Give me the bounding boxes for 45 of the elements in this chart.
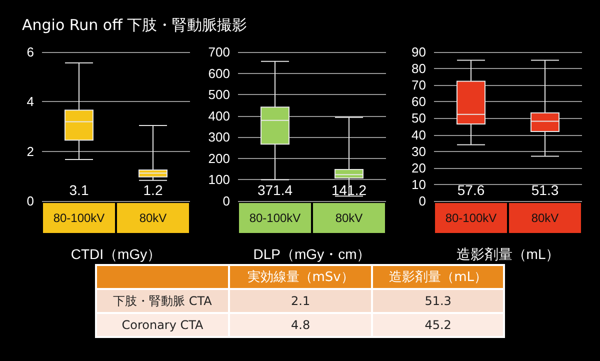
y-tick-label: 0 [222, 194, 230, 208]
annotation: 3.1 [69, 182, 89, 198]
y-tick-label: 300 [208, 130, 230, 145]
y-tick-label: 2 [26, 144, 34, 159]
y-tick-label: 50 [412, 110, 426, 126]
y-tick-label: 90 [412, 44, 426, 60]
annotation: 51.3 [531, 182, 559, 198]
x-axis-title: 造影剤量（mL） [456, 246, 560, 262]
y-tick-label: 600 [208, 66, 230, 81]
x-axis-title: CTDI（mGy） [70, 246, 162, 262]
data-label: 4.8 [229, 313, 372, 337]
y-tick-label: 40 [412, 127, 426, 142]
x-tick-label: 80kV [139, 211, 167, 225]
x-tick-label: 80kV [531, 211, 559, 225]
annotation: 371.4 [257, 182, 293, 198]
x-tick-label: 80-100kV [249, 211, 301, 225]
x-axis-title: DLP（mGy・cm） [253, 246, 371, 262]
x-tick-label: 80-100kV [53, 211, 105, 225]
y-tick-label: 30 [412, 144, 426, 159]
y-tick-label: 100 [208, 172, 230, 188]
y-tick-label: 200 [208, 150, 230, 166]
y-tick-label: 60 [412, 94, 426, 110]
chart-title: Angio Run off 下肢・腎動脈撮影 [22, 16, 248, 35]
y-tick-label: 70 [412, 78, 426, 93]
x-tick-label: 80-100kV [445, 211, 497, 225]
annotation: 1.2 [143, 182, 163, 198]
y-tick-label: 400 [208, 108, 230, 124]
annotation: 57.6 [457, 182, 485, 198]
y-tick-label: 6 [26, 44, 34, 60]
data-label: 51.3 [372, 289, 504, 313]
data-label: 2.1 [229, 289, 372, 313]
y-tick-label: 80 [412, 61, 426, 76]
y-tick-label: 500 [208, 87, 230, 102]
y-tick-label: 4 [26, 94, 34, 110]
x-tick-label: 80kV [335, 211, 363, 225]
category-label: 下肢・腎動脈 CTA [96, 289, 230, 313]
y-tick-label: 20 [412, 160, 426, 176]
y-tick-label: 10 [412, 176, 426, 192]
y-tick-label: 0 [26, 194, 34, 208]
data-label: 45.2 [372, 313, 504, 337]
y-tick-label: 0 [418, 194, 426, 208]
series-label: 実効線量（mSv） [229, 265, 372, 289]
category-label: Coronary CTA [96, 313, 230, 337]
y-tick-label: 700 [208, 44, 230, 60]
series-label: 造影剤量（mL） [372, 265, 504, 289]
